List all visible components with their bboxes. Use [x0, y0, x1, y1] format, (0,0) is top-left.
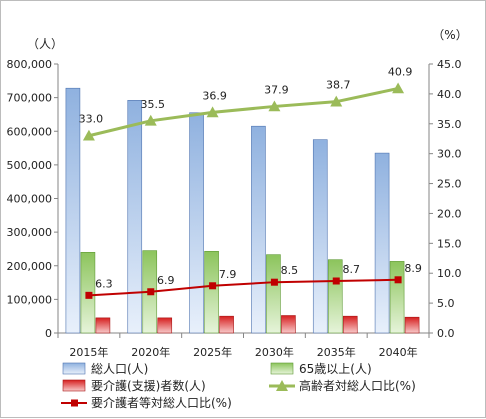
total-population-bar — [189, 112, 204, 334]
care-ratio-marker — [394, 276, 402, 284]
legend-label: 65歳以上(人) — [299, 362, 372, 376]
right-tick-label: 5.0 — [437, 297, 455, 310]
legend-swatch — [62, 362, 86, 375]
aging-ratio-line — [88, 87, 399, 138]
total-population-bar — [251, 125, 266, 334]
aging-ratio-label: 40.9 — [388, 66, 413, 79]
right-tick-label: 20.0 — [437, 207, 462, 220]
left-tick-label: 500,000 — [7, 159, 53, 172]
care-ratio-label: 7.9 — [219, 268, 237, 281]
left-tick-label: 400,000 — [7, 193, 53, 206]
care-ratio-label: 8.9 — [404, 262, 422, 275]
aging-ratio-marker — [82, 129, 95, 141]
total-population-bar — [374, 152, 390, 334]
left-tick-label: 300,000 — [7, 226, 53, 239]
legend-swatch — [62, 379, 86, 392]
left-tick-label: 800,000 — [7, 58, 53, 71]
right-tick-label: 25.0 — [437, 178, 462, 191]
care-needed-bar — [95, 317, 111, 334]
left-tick-label: 0 — [45, 327, 52, 340]
legend-label: 高齢者対総人口比(%) — [299, 378, 416, 393]
aging-ratio-label: 37.9 — [264, 83, 289, 96]
x-tick-label: 2040年 — [379, 345, 418, 359]
care-needed-bar — [404, 316, 420, 334]
aging-ratio-marker — [330, 95, 343, 107]
aging-ratio-label: 38.7 — [326, 79, 351, 92]
care-needed-bar — [281, 315, 296, 334]
left-tick-label: 700,000 — [7, 92, 53, 105]
legend-label: 要介護者等対総人口比(%) — [91, 395, 232, 410]
care-ratio-marker — [147, 288, 155, 296]
care-ratio-label: 6.9 — [157, 274, 175, 287]
aging-ratio-label: 33.0 — [79, 113, 104, 126]
left-axis-unit: （人） — [27, 37, 63, 51]
aging-ratio-marker — [206, 106, 219, 118]
legend-label: 要介護(支援)者数(人) — [91, 378, 206, 393]
care-ratio-line — [88, 278, 399, 297]
right-tick-label: 35.0 — [437, 118, 462, 131]
total-population-bar — [312, 139, 328, 334]
care-needed-bar — [157, 317, 173, 334]
legend-marker — [71, 399, 78, 407]
legend-label: 総人口(人) — [91, 362, 148, 376]
care-ratio-marker — [332, 277, 340, 285]
total-population-bar — [65, 87, 81, 334]
right-tick-label: 10.0 — [437, 267, 462, 280]
x-tick-label: 2030年 — [255, 345, 294, 359]
age65-bar — [389, 261, 405, 334]
total-population-bar — [127, 100, 143, 334]
age65-bar — [327, 259, 343, 334]
x-tick-label: 2020年 — [131, 345, 170, 359]
aging-ratio-label: 36.9 — [202, 89, 227, 102]
x-tick-label: 2035年 — [317, 345, 356, 359]
right-tick-label: 30.0 — [437, 148, 462, 161]
left-tick-label: 100,000 — [7, 293, 53, 306]
age65-bar — [204, 250, 219, 334]
right-tick-label: 40.0 — [437, 88, 462, 101]
right-tick-label: 0.0 — [437, 327, 455, 340]
care-ratio-marker — [209, 282, 217, 290]
age65-bar — [266, 254, 281, 334]
care-needed-bar — [219, 315, 234, 334]
x-tick-label: 2015年 — [69, 345, 108, 359]
aging-ratio-marker — [144, 114, 157, 126]
left-tick-label: 200,000 — [7, 260, 53, 273]
x-tick-label: 2025年 — [193, 345, 232, 359]
right-tick-label: 45.0 — [437, 58, 462, 71]
aging-ratio-label: 35.5 — [141, 98, 166, 111]
aging-ratio-marker — [268, 100, 281, 112]
care-ratio-marker — [85, 291, 93, 299]
legend-marker — [276, 380, 288, 391]
aging-ratio-marker — [392, 82, 405, 94]
care-ratio-marker — [270, 278, 278, 286]
care-ratio-label: 8.7 — [343, 263, 361, 276]
care-needed-bar — [342, 315, 358, 334]
right-axis-unit: （%） — [432, 28, 467, 42]
care-ratio-label: 8.5 — [281, 264, 299, 277]
left-tick-label: 600,000 — [7, 125, 53, 138]
care-ratio-label: 6.3 — [95, 277, 113, 290]
legend-swatch — [270, 362, 294, 375]
right-tick-label: 15.0 — [437, 237, 462, 250]
